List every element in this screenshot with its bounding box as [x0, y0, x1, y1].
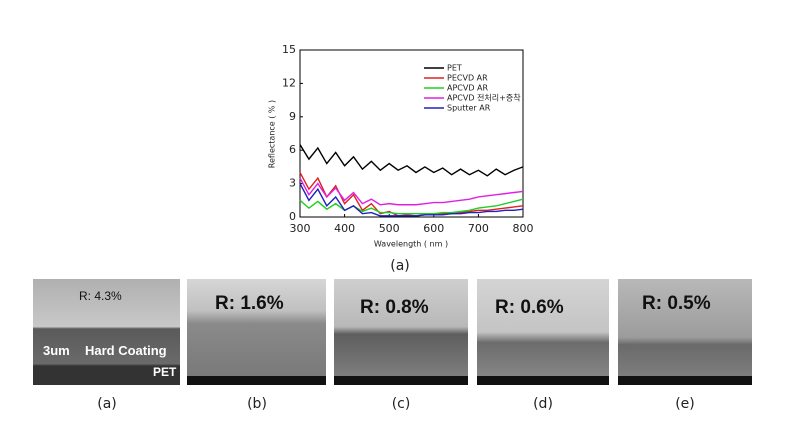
thickness-label: 3um [43, 343, 70, 358]
substrate-label: PET [153, 365, 177, 379]
series-line [299, 198, 524, 215]
x-tick-label: 500 [379, 222, 400, 235]
legend-label: APCVD 전처리+증착 [447, 93, 521, 103]
image-caption: (b) [247, 396, 267, 412]
y-tick-label: 3 [289, 177, 296, 190]
image-label: R: 0.8% [360, 297, 429, 318]
series-line [299, 172, 524, 217]
image-label: R: 1.6% [215, 293, 284, 314]
image-caption: (a) [97, 396, 117, 412]
x-tick-label: 600 [423, 222, 444, 235]
image-label: R: 0.5% [642, 293, 711, 314]
x-axis-label: Wavelength ( nm ) [374, 240, 448, 249]
legend-label: APCVD AR [447, 84, 489, 93]
series-line [299, 183, 524, 217]
image-caption: (c) [391, 396, 411, 412]
legend-label: Sputter AR [447, 104, 491, 113]
figure-caption: (a) [390, 258, 410, 274]
x-tick-label: 800 [513, 222, 534, 235]
legend-label: PECVD AR [447, 74, 488, 83]
sem-image: R: 0.8% [334, 279, 468, 385]
sem-image: R: 0.6% [477, 279, 609, 385]
y-axis-label: Reflectance ( % ) [268, 100, 277, 168]
sem-image: R: 0.5% [618, 279, 752, 385]
series-line [299, 144, 524, 177]
sem-image: R: 1.6% [187, 279, 326, 385]
image-label: R: 4.3% [79, 289, 122, 303]
y-tick-label: 6 [289, 143, 296, 156]
series-line [299, 177, 524, 206]
x-tick-label: 400 [334, 222, 355, 235]
y-tick-label: 9 [289, 110, 296, 123]
sem-image: R: 4.3% 3um Hard Coating PET [33, 279, 180, 385]
x-tick-label: 700 [468, 222, 489, 235]
image-caption: (e) [675, 396, 695, 412]
y-tick-label: 0 [289, 210, 296, 223]
layer-label: Hard Coating [85, 343, 167, 358]
legend-label: PET [447, 64, 462, 73]
image-label: R: 0.6% [495, 297, 564, 318]
x-tick-label: 300 [290, 222, 311, 235]
chart: Reflectance ( % ) Wavelength ( nm ) (a) … [268, 43, 534, 274]
y-tick-label: 12 [282, 76, 296, 89]
image-caption: (d) [533, 396, 553, 412]
plot-frame [299, 49, 524, 218]
y-tick-label: 15 [282, 43, 296, 56]
